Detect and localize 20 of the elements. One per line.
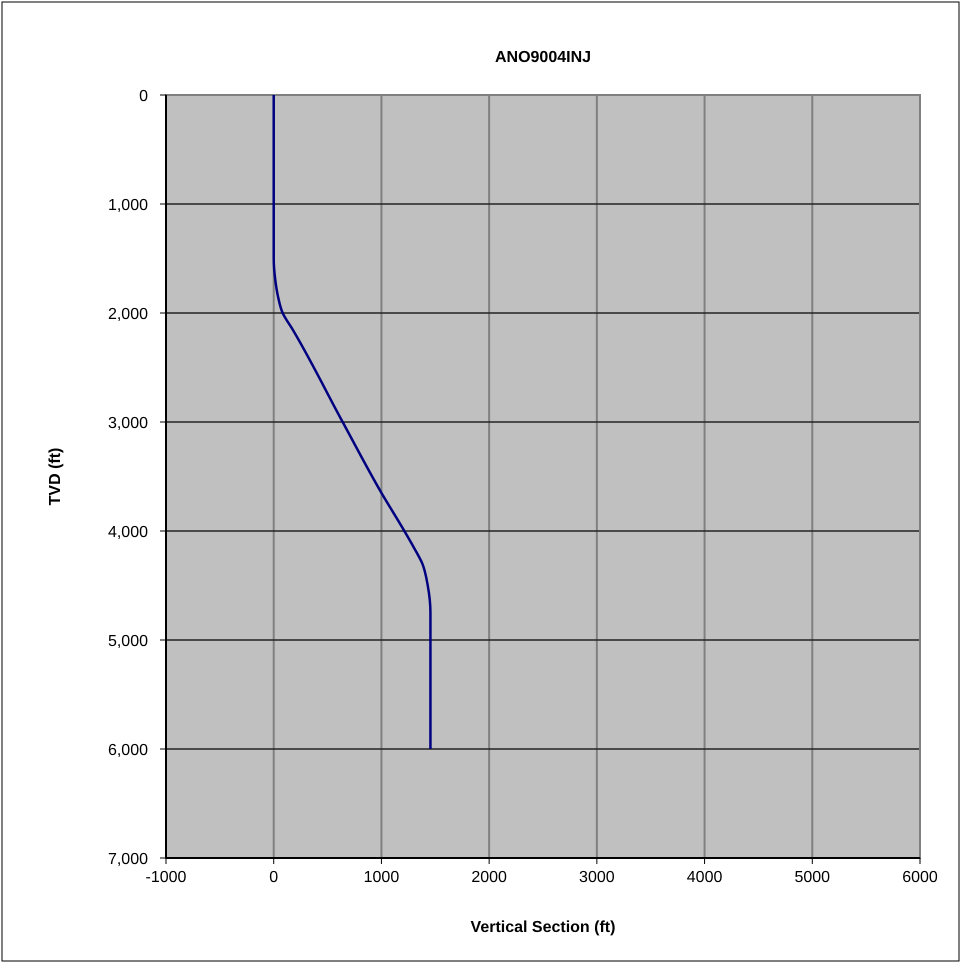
y-tick-label: 7,000 — [108, 851, 148, 868]
y-tick-label: 2,000 — [108, 306, 148, 323]
x-tick-label: 1000 — [364, 869, 400, 886]
chart-title: ANO9004INJ — [494, 49, 592, 66]
x-tick-label: 0 — [269, 869, 278, 886]
x-tick-label: -1000 — [146, 869, 187, 886]
x-tick-label: 2000 — [471, 869, 508, 886]
x-tick-label: 5000 — [794, 869, 830, 886]
line-series — [272, 94, 432, 750]
y-tick-label: 0 — [139, 88, 148, 105]
y-tick-label: 3,000 — [108, 415, 148, 432]
x-tick-label: 6000 — [902, 869, 938, 886]
x-tick-label: 4000 — [686, 869, 722, 886]
x-axis-title: Vertical Section (ft) — [470, 919, 616, 936]
y-tick-label: 1,000 — [108, 197, 148, 214]
y-tick-label: 5,000 — [108, 633, 148, 650]
y-tick-label: 4,000 — [108, 524, 148, 541]
x-tick-label: 3000 — [579, 869, 615, 886]
y-axis-title: TVD (ft) — [47, 448, 64, 506]
y-tick-label: 6,000 — [108, 742, 148, 759]
